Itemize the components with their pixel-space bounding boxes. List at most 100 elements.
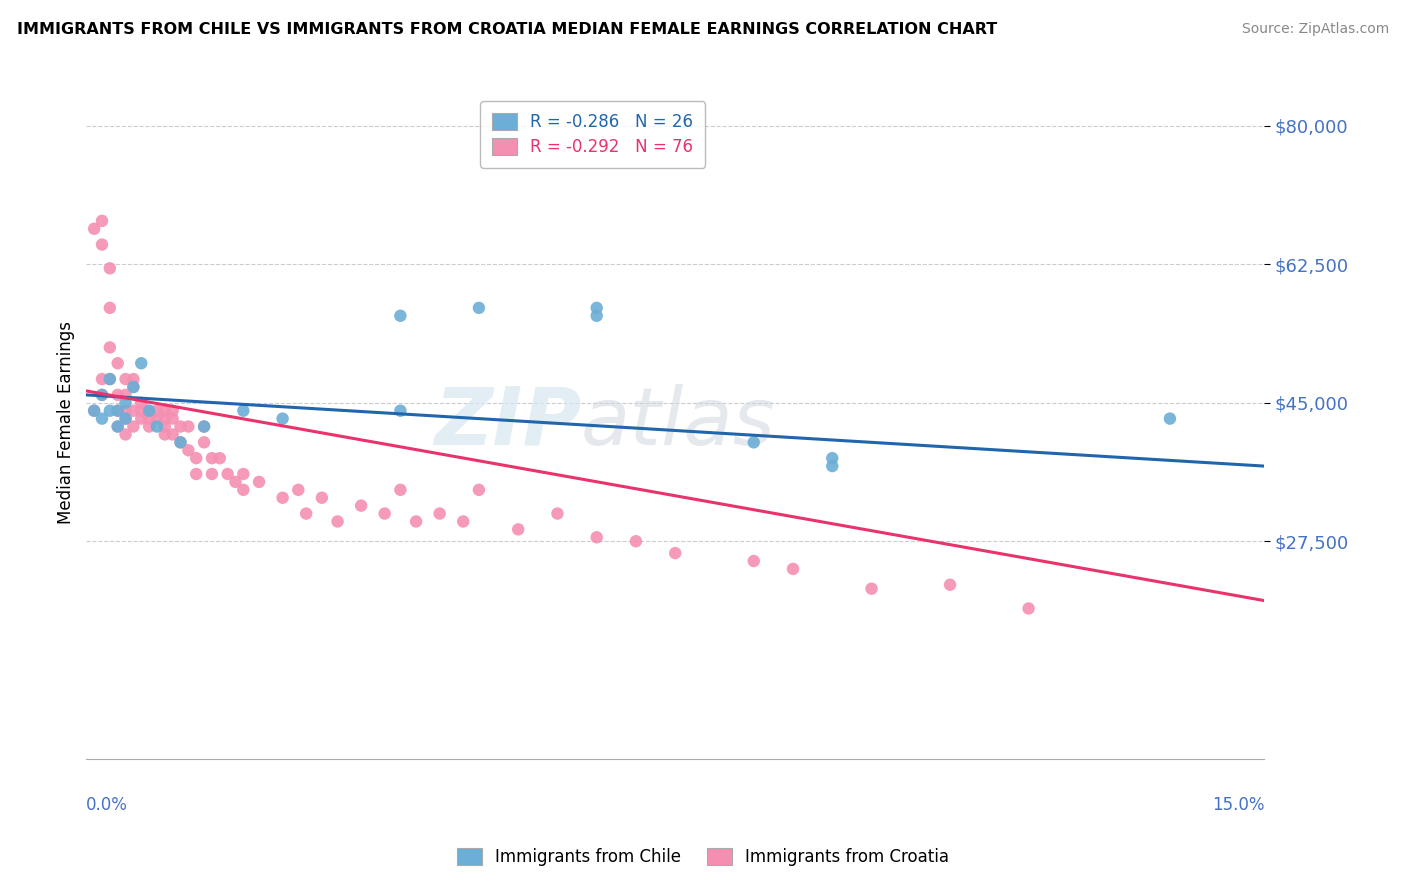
Point <box>295 507 318 521</box>
Text: atlas: atlas <box>581 384 776 461</box>
Text: 15.0%: 15.0% <box>1212 796 1264 814</box>
Point <box>311 491 333 505</box>
Point <box>122 380 145 394</box>
Point <box>821 459 844 474</box>
Point <box>247 475 270 489</box>
Point <box>114 411 136 425</box>
Point <box>287 483 309 497</box>
Point <box>138 403 160 417</box>
Point <box>389 403 412 417</box>
Point <box>742 554 765 568</box>
Point <box>91 388 114 402</box>
Point <box>138 403 160 417</box>
Point <box>271 491 294 505</box>
Point <box>405 515 427 529</box>
Point <box>271 411 294 425</box>
Point <box>129 396 152 410</box>
Point <box>146 411 169 425</box>
Point <box>217 467 239 481</box>
Point <box>585 530 607 544</box>
Point <box>201 451 224 466</box>
Text: ZIP: ZIP <box>433 384 581 461</box>
Point <box>821 451 844 466</box>
Point <box>114 411 136 425</box>
Point <box>129 403 152 417</box>
Point <box>742 435 765 450</box>
Point <box>114 372 136 386</box>
Point <box>122 403 145 417</box>
Point <box>162 411 184 425</box>
Y-axis label: Median Female Earnings: Median Female Earnings <box>58 321 75 524</box>
Point <box>1018 601 1040 615</box>
Point <box>98 403 121 417</box>
Point <box>508 522 530 536</box>
Point <box>177 419 200 434</box>
Point <box>451 515 474 529</box>
Point <box>91 372 114 386</box>
Point <box>98 261 121 276</box>
Point <box>374 507 396 521</box>
Legend: Immigrants from Chile, Immigrants from Croatia: Immigrants from Chile, Immigrants from C… <box>450 841 956 873</box>
Point <box>193 419 215 434</box>
Point <box>83 403 105 417</box>
Point <box>83 221 105 235</box>
Point <box>186 467 208 481</box>
Point <box>122 380 145 394</box>
Point <box>468 483 491 497</box>
Point <box>224 475 246 489</box>
Point <box>91 237 114 252</box>
Point <box>107 403 129 417</box>
Point <box>91 411 114 425</box>
Point <box>122 372 145 386</box>
Point <box>138 419 160 434</box>
Point <box>98 340 121 354</box>
Point <box>129 411 152 425</box>
Point <box>782 562 804 576</box>
Point <box>129 356 152 370</box>
Point <box>153 427 176 442</box>
Point <box>162 427 184 442</box>
Point <box>389 483 412 497</box>
Point <box>98 301 121 315</box>
Point <box>114 427 136 442</box>
Point <box>429 507 451 521</box>
Point <box>193 419 215 434</box>
Point <box>98 372 121 386</box>
Point <box>107 419 129 434</box>
Point <box>326 515 349 529</box>
Point <box>169 435 191 450</box>
Point <box>193 435 215 450</box>
Point <box>208 451 231 466</box>
Point <box>107 388 129 402</box>
Point <box>177 443 200 458</box>
Point <box>232 467 254 481</box>
Text: 0.0%: 0.0% <box>86 796 128 814</box>
Point <box>201 467 224 481</box>
Legend: R = -0.286   N = 26, R = -0.292   N = 76: R = -0.286 N = 26, R = -0.292 N = 76 <box>481 102 704 168</box>
Point <box>83 403 105 417</box>
Point <box>146 419 169 434</box>
Point <box>468 301 491 315</box>
Point <box>169 435 191 450</box>
Point <box>585 309 607 323</box>
Point <box>939 578 962 592</box>
Point <box>585 301 607 315</box>
Point <box>98 372 121 386</box>
Point <box>107 356 129 370</box>
Text: Source: ZipAtlas.com: Source: ZipAtlas.com <box>1241 22 1389 37</box>
Point <box>146 403 169 417</box>
Text: IMMIGRANTS FROM CHILE VS IMMIGRANTS FROM CROATIA MEDIAN FEMALE EARNINGS CORRELAT: IMMIGRANTS FROM CHILE VS IMMIGRANTS FROM… <box>17 22 997 37</box>
Point <box>107 419 129 434</box>
Point <box>122 419 145 434</box>
Point <box>350 499 373 513</box>
Point <box>114 388 136 402</box>
Point <box>232 403 254 417</box>
Point <box>162 403 184 417</box>
Point <box>1159 411 1181 425</box>
Point <box>114 396 136 410</box>
Point <box>114 403 136 417</box>
Point <box>153 411 176 425</box>
Point <box>169 419 191 434</box>
Point <box>860 582 883 596</box>
Point <box>153 403 176 417</box>
